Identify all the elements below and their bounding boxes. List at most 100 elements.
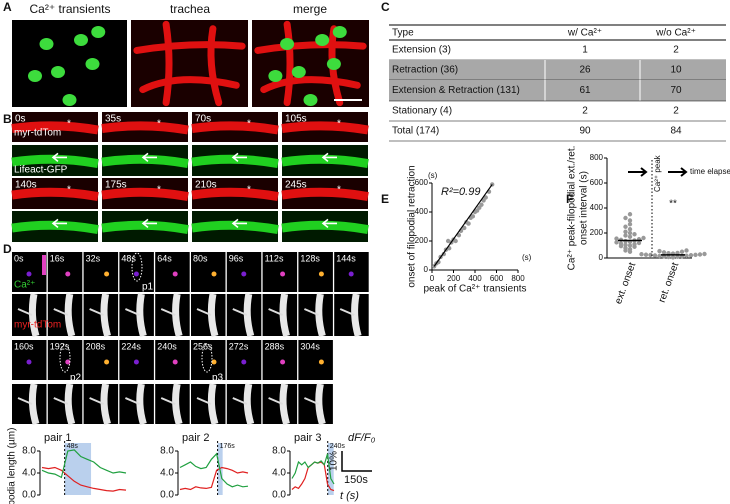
filopodium [53, 308, 69, 316]
category-label: ret. onset [657, 261, 682, 304]
label: 96s [229, 253, 244, 263]
label: 208s [86, 341, 106, 351]
label: trachea [170, 2, 210, 16]
label: 0s [15, 114, 26, 125]
category-label: ext. onset [613, 261, 638, 306]
label: 80s [193, 253, 208, 263]
label: D [3, 242, 12, 256]
image [131, 20, 248, 107]
trace [41, 466, 127, 492]
blob [280, 38, 295, 50]
label: 150s [344, 474, 368, 486]
filopodium [232, 308, 248, 316]
dot [693, 252, 698, 258]
dot [688, 253, 694, 258]
spot [172, 271, 178, 277]
filopodium [17, 308, 33, 316]
blob [39, 38, 54, 50]
label: 70 [670, 85, 682, 96]
label: 64s [157, 253, 172, 263]
cell [64, 293, 76, 337]
label: 70s [195, 114, 211, 125]
blob [62, 94, 77, 106]
dot [627, 230, 633, 236]
colorbar [42, 255, 46, 275]
label: pair 2 [182, 432, 210, 444]
spot [172, 359, 178, 365]
label: 304s [300, 341, 320, 351]
label: 200 [415, 236, 429, 245]
label: C [381, 0, 390, 14]
filopodium [160, 308, 176, 316]
filopodium [53, 397, 69, 405]
label: w/o Ca²⁺ [655, 28, 696, 39]
arrow [321, 218, 337, 229]
label: Retraction (36) [392, 65, 458, 76]
label: 8.0 [160, 446, 174, 457]
branch [139, 76, 240, 94]
dot [614, 236, 619, 241]
label: 35s [105, 114, 121, 125]
branch [162, 20, 173, 107]
point [479, 202, 484, 207]
label: Ca²⁺ transients [29, 2, 110, 16]
blob [28, 70, 42, 82]
dot [679, 249, 685, 254]
point [462, 225, 467, 231]
dot [627, 218, 633, 223]
image [298, 252, 333, 292]
filopodium [304, 308, 319, 316]
label: 175s [105, 180, 127, 191]
arrow [231, 152, 247, 163]
dot [623, 215, 628, 221]
trace [41, 449, 127, 479]
cell [136, 383, 147, 426]
dot [702, 251, 707, 257]
trace [291, 453, 335, 485]
label: 0 [424, 265, 429, 274]
image [298, 340, 333, 380]
label: w/ Ca²⁺ [567, 28, 602, 39]
label: 0 [430, 274, 435, 283]
label: p2 [70, 373, 82, 384]
fit-line [433, 184, 493, 267]
dot [627, 234, 633, 239]
dot [684, 248, 689, 253]
label: 0s [14, 253, 24, 263]
point [470, 214, 476, 219]
label: 400 [415, 207, 429, 216]
blob [326, 58, 341, 70]
arrow [141, 218, 157, 229]
spot [318, 359, 324, 365]
image [12, 20, 127, 107]
blob [303, 94, 318, 106]
spot [65, 359, 71, 365]
scale-bar [341, 451, 372, 472]
outline [59, 343, 71, 373]
label: merge [293, 2, 327, 16]
cell [243, 383, 255, 426]
cell [28, 383, 40, 426]
cell [172, 383, 183, 426]
label: 200 [447, 274, 461, 283]
cell [351, 293, 362, 337]
dot [675, 254, 680, 259]
asterisk: * [157, 185, 161, 196]
label: 0.0 [272, 490, 286, 501]
label: 144s [336, 253, 356, 263]
arrow [231, 218, 247, 229]
spot [318, 271, 324, 277]
cell [100, 383, 111, 426]
dot [618, 241, 624, 246]
filopodium [196, 308, 212, 316]
cell [172, 293, 183, 337]
dot [627, 227, 633, 232]
cell [279, 293, 290, 337]
label: 4.0 [272, 468, 286, 479]
point [453, 238, 458, 244]
filopodium [268, 397, 283, 405]
label: E [381, 192, 389, 206]
point [483, 195, 488, 200]
label: 8.0 [272, 446, 286, 457]
